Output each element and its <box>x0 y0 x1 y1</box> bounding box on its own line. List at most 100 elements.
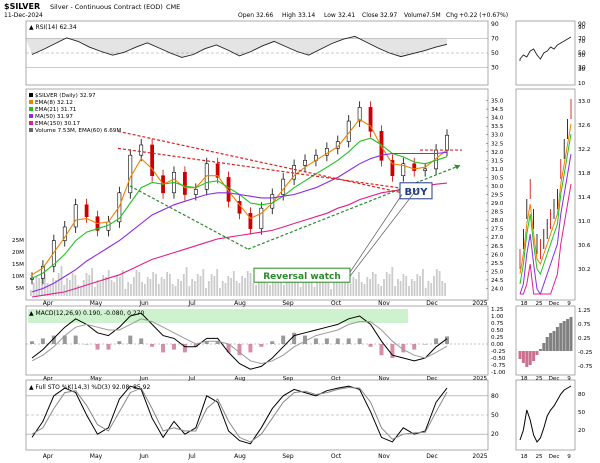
right-panel-frame-price <box>515 88 576 301</box>
macd-tick-label: 0.25 <box>491 335 504 341</box>
macd-tick-label: -1.00 <box>491 370 506 376</box>
exchange-label: CME <box>166 3 180 11</box>
reversal-pointer-2 <box>349 187 419 277</box>
macd-histogram-bar <box>335 338 340 344</box>
macd-month-label: 2025 <box>473 376 488 382</box>
volume-bar <box>252 283 255 296</box>
macd-month-label: Oct <box>331 376 341 382</box>
price-tick-label: 25.5 <box>491 261 504 267</box>
volume-bar <box>219 288 221 296</box>
price-bar-body <box>259 207 264 229</box>
volume-bar <box>105 277 107 296</box>
volume-bar <box>294 275 296 296</box>
macd-histogram-bar <box>292 332 297 344</box>
ma-line-ema8 <box>31 118 448 276</box>
volume-bar <box>383 279 385 296</box>
downtrend-line-lower <box>117 147 411 190</box>
macd-line <box>31 312 448 370</box>
volume-bar <box>132 277 135 296</box>
price-legend-swatch <box>29 107 33 111</box>
volume-bar <box>280 275 282 296</box>
right-x-label: 18 <box>520 301 528 307</box>
price-legend-swatch <box>29 128 33 132</box>
month-label: Jun <box>138 300 149 307</box>
macd-tick-label: 0.00 <box>491 342 504 348</box>
right-macd-bar <box>549 333 553 351</box>
ma-line-ma50 <box>31 151 448 293</box>
sto-tick-label: 20 <box>491 431 499 438</box>
macd-histogram-bar <box>30 341 34 344</box>
sto-month-label: Dec <box>426 453 438 460</box>
volume-bar <box>413 281 416 296</box>
volume-bar <box>188 286 191 296</box>
price-tick-label: 27.0 <box>491 235 504 241</box>
volume-bar <box>93 287 96 296</box>
volume-bar <box>149 279 152 296</box>
change-label: Chg <box>446 12 458 19</box>
volume-bar <box>266 283 269 296</box>
macd-month-label: Sep <box>283 376 294 382</box>
price-legend-item: EMA(150) 30.17 <box>35 121 80 127</box>
volume-bar <box>241 276 244 296</box>
volume-bar <box>68 280 71 296</box>
volume-bar <box>369 279 371 296</box>
volume-bar <box>160 277 163 296</box>
volume-bar <box>57 273 60 296</box>
price-tick-label: 29.0 <box>491 201 504 207</box>
volume-bar <box>371 272 374 296</box>
right-macd-bar <box>538 349 542 351</box>
volume-bar <box>419 276 421 296</box>
macd-legend: ▲ MACD(12,26,9) 0.190, -0.080, 0.270 <box>29 310 145 317</box>
price-legend-item: MA(50) 31.97 <box>35 114 73 120</box>
volume-bar <box>207 281 210 296</box>
month-label: Nov <box>378 300 390 307</box>
macd-histogram-bar <box>139 338 144 344</box>
right-price-tick: 30.6 <box>578 243 591 249</box>
macd-tick-label: 0.75 <box>491 321 504 327</box>
macd-histogram-bar <box>40 338 45 344</box>
macd-histogram-bar <box>313 338 318 344</box>
macd-histogram-bar <box>270 341 275 344</box>
macd-month-label: Jul <box>188 376 196 382</box>
macd-tick-label: -0.50 <box>491 356 506 362</box>
macd-histogram-bar <box>357 338 362 344</box>
volume-bar <box>96 280 99 296</box>
rsi-tick-label: 30 <box>491 65 499 72</box>
right-macd-tick: 1.25 <box>578 308 591 314</box>
volume-bar <box>196 274 199 296</box>
close-value: 32.97 <box>380 12 397 19</box>
volume-bar <box>182 274 185 296</box>
volume-bar <box>424 288 427 296</box>
volume-tick-label: 5M <box>16 286 25 292</box>
volume-value: 7.5M <box>426 12 441 19</box>
price-legend-item: EMA(21) 31.71 <box>35 107 77 113</box>
volume-bar <box>74 275 77 296</box>
volume-bar <box>399 281 402 296</box>
price-bar-body <box>357 107 362 122</box>
right-rsi-tick: 70 <box>578 39 586 45</box>
macd-histogram-bar <box>150 344 155 347</box>
volume-bar <box>169 274 171 296</box>
macd-signal-line <box>31 318 448 365</box>
sto-k-line <box>31 385 448 445</box>
price-tick-label: 24.5 <box>491 278 504 284</box>
volume-bar <box>138 272 141 296</box>
price-legend-item: Volume 7.53M, EMA(60) 6.69M <box>35 128 121 134</box>
high-value: 33.14 <box>298 12 315 19</box>
reversal-pointer-1 <box>349 194 403 273</box>
volume-bar <box>116 275 118 296</box>
macd-month-label: May <box>90 376 102 382</box>
volume-bar <box>235 281 238 296</box>
right-ma-line <box>520 183 572 295</box>
price-bar-body <box>139 144 144 156</box>
price-bar-body <box>215 163 220 178</box>
macd-histogram-bar <box>182 344 187 353</box>
volume-bar <box>352 277 355 296</box>
volume-bar <box>394 286 396 296</box>
right-macd-bar <box>521 351 525 363</box>
macd-month-label: Jun <box>139 376 149 382</box>
price-bar-body <box>248 212 253 229</box>
right-macd-bar <box>545 337 549 351</box>
